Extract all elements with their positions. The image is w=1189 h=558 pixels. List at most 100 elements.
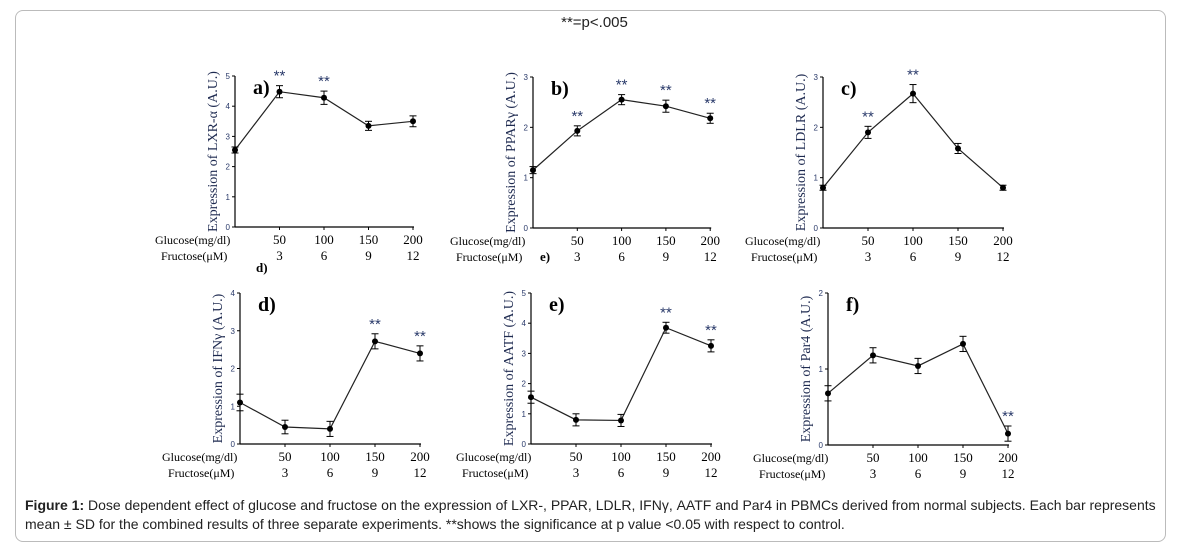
data-point (232, 146, 238, 153)
y-tick-label: 5 (226, 72, 231, 81)
fructose-tick-label: 3 (574, 249, 581, 264)
glucose-tick-label: 150 (365, 449, 385, 464)
y-tick-label: 4 (522, 319, 527, 328)
fructose-tick-label: 12 (407, 248, 420, 263)
y-tick-label: 3 (522, 349, 527, 358)
y-tick-label: 3 (814, 73, 819, 82)
fructose-row-label: Fructose(μM) (168, 466, 234, 480)
fructose-tick-label: 6 (327, 465, 334, 480)
y-tick-label: 1 (819, 365, 824, 374)
fructose-row-label: Fructose(μM) (759, 467, 825, 481)
significance-marker: ** (705, 322, 717, 339)
data-point (662, 103, 669, 110)
significance-marker: ** (274, 68, 286, 85)
significance-marker: ** (616, 77, 628, 94)
series-line (827, 343, 1009, 434)
fructose-tick-label: 3 (870, 466, 877, 481)
fructose-tick-label: 9 (365, 248, 372, 263)
glucose-tick-label: 150 (656, 449, 676, 464)
y-axis-label: Expression of PPARγ (A.U.) (504, 72, 519, 233)
y-tick-label: 3 (226, 132, 231, 141)
stray-label: e) (540, 249, 550, 264)
glucose-row-label: Glucose(mg/dl) (745, 234, 820, 248)
data-point (618, 96, 625, 103)
glucose-tick-label: 50 (570, 449, 583, 464)
glucose-tick-label: 100 (908, 450, 928, 465)
glucose-tick-label: 150 (656, 233, 676, 248)
glucose-tick-label: 200 (410, 449, 430, 464)
data-point (372, 338, 378, 345)
y-tick-label: 0 (522, 440, 527, 449)
fructose-tick-label: 12 (705, 465, 718, 480)
data-point (573, 416, 579, 423)
series-line (532, 99, 711, 171)
data-point (820, 184, 826, 191)
stray-label: d) (256, 260, 268, 275)
glucose-row-label: Glucose(mg/dl) (450, 234, 525, 248)
panel-label: a) (253, 77, 270, 99)
significance-marker: ** (414, 328, 426, 345)
glucose-row-label: Glucose(mg/dl) (162, 450, 237, 464)
fructose-tick-label: 3 (276, 248, 283, 263)
y-axis-label: Expression of LXR-α (A.U.) (206, 71, 221, 232)
glucose-tick-label: 100 (611, 449, 631, 464)
glucose-tick-label: 50 (571, 233, 584, 248)
data-point (865, 129, 871, 136)
significance-marker: ** (660, 82, 672, 99)
glucose-tick-label: 200 (998, 450, 1018, 465)
y-axis-label: Expression of IFNγ (A.U.) (211, 293, 226, 443)
glucose-tick-label: 50 (862, 233, 875, 248)
significance-marker: ** (704, 95, 716, 112)
panel-label: f) (846, 294, 859, 316)
series-line (822, 92, 1004, 189)
y-tick-label: 0 (231, 440, 236, 449)
y-tick-label: 3 (524, 73, 529, 82)
fructose-tick-label: 3 (573, 465, 580, 480)
significance-marker: ** (318, 73, 330, 90)
significance-marker: ** (660, 304, 672, 321)
y-tick-label: 1 (226, 193, 231, 202)
fructose-row-label: Fructose(μM) (462, 466, 528, 480)
glucose-tick-label: 100 (320, 449, 340, 464)
data-point (410, 118, 416, 125)
fructose-tick-label: 6 (321, 248, 328, 263)
y-tick-label: 2 (522, 380, 527, 389)
data-point (365, 122, 372, 129)
glucose-tick-label: 200 (701, 449, 721, 464)
data-point (825, 390, 831, 397)
fructose-tick-label: 9 (955, 249, 962, 264)
figure-caption: Figure 1: Dose dependent effect of gluco… (25, 496, 1160, 534)
y-tick-label: 1 (522, 410, 527, 419)
significance-marker: ** (1002, 408, 1014, 425)
glucose-tick-label: 100 (903, 233, 923, 248)
y-tick-label: 2 (814, 123, 819, 132)
data-point (237, 399, 243, 406)
data-point (915, 362, 921, 369)
glucose-tick-label: 200 (993, 233, 1013, 248)
glucose-row-label: Glucose(mg/dl) (155, 233, 230, 247)
fructose-tick-label: 9 (663, 465, 670, 480)
significance-marker: ** (907, 67, 919, 84)
data-point (663, 324, 669, 331)
y-tick-label: 1 (524, 174, 529, 183)
y-axis-label: Expression of Par4 (A.U.) (799, 295, 814, 442)
glucose-tick-label: 200 (700, 233, 720, 248)
fructose-tick-label: 9 (372, 465, 379, 480)
y-tick-label: 2 (226, 163, 231, 172)
data-point (960, 340, 966, 347)
data-point (282, 424, 288, 431)
data-point (910, 90, 916, 97)
y-tick-label: 2 (524, 123, 529, 132)
fructose-tick-label: 9 (663, 249, 670, 264)
y-tick-label: 0 (814, 224, 819, 233)
significance-marker: ** (571, 108, 583, 125)
y-tick-label: 0 (819, 441, 824, 450)
glucose-tick-label: 50 (279, 449, 292, 464)
data-point (574, 127, 581, 134)
